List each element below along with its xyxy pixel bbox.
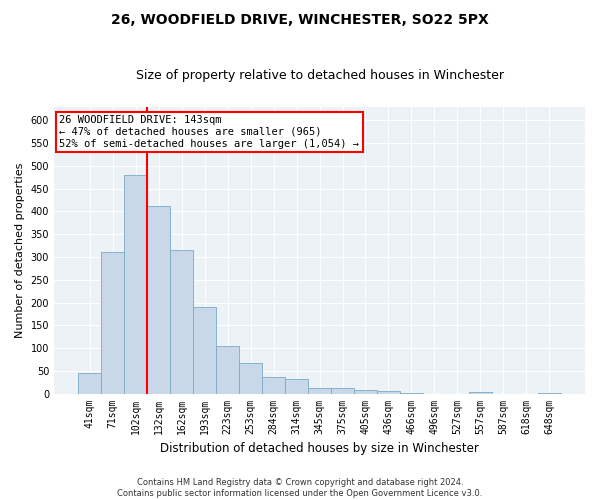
Y-axis label: Number of detached properties: Number of detached properties xyxy=(15,162,25,338)
Bar xyxy=(400,392,423,394)
Text: 26, WOODFIELD DRIVE, WINCHESTER, SO22 5PX: 26, WOODFIELD DRIVE, WINCHESTER, SO22 5P… xyxy=(111,12,489,26)
Bar xyxy=(170,250,193,394)
Bar xyxy=(262,376,285,394)
Title: Size of property relative to detached houses in Winchester: Size of property relative to detached ho… xyxy=(136,69,503,82)
Bar xyxy=(147,206,170,394)
Bar xyxy=(216,346,239,394)
Bar xyxy=(101,252,124,394)
Bar xyxy=(78,373,101,394)
Text: 26 WOODFIELD DRIVE: 143sqm
← 47% of detached houses are smaller (965)
52% of sem: 26 WOODFIELD DRIVE: 143sqm ← 47% of deta… xyxy=(59,116,359,148)
X-axis label: Distribution of detached houses by size in Winchester: Distribution of detached houses by size … xyxy=(160,442,479,455)
Bar xyxy=(285,380,308,394)
Bar xyxy=(193,307,216,394)
Bar xyxy=(469,392,492,394)
Bar xyxy=(308,388,331,394)
Bar xyxy=(331,388,354,394)
Bar xyxy=(377,392,400,394)
Bar xyxy=(354,390,377,394)
Bar xyxy=(538,392,561,394)
Text: Contains HM Land Registry data © Crown copyright and database right 2024.
Contai: Contains HM Land Registry data © Crown c… xyxy=(118,478,482,498)
Bar xyxy=(239,362,262,394)
Bar xyxy=(124,175,147,394)
